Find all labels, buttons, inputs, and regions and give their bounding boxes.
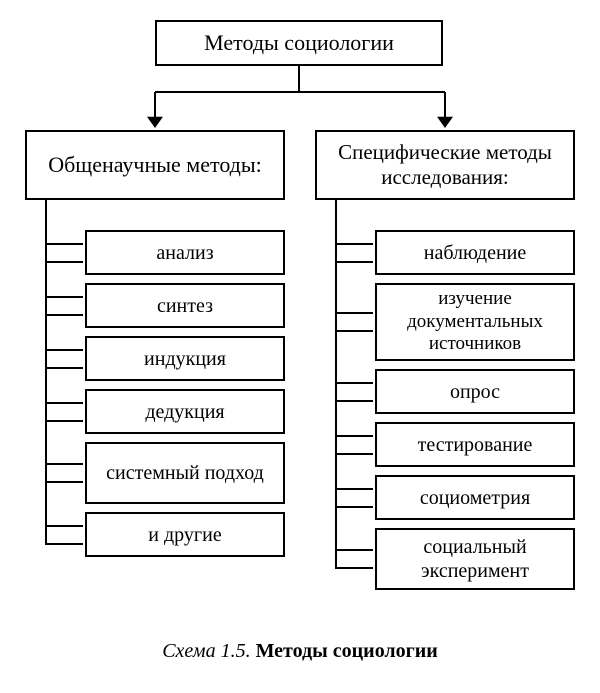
list-stub (45, 296, 83, 316)
branch-header-label: Специфические методы исследования: (325, 140, 565, 190)
list-stub (335, 312, 373, 332)
list-stub (335, 549, 373, 569)
list-item-label: индукция (144, 347, 226, 371)
list-item: наблюдение (375, 230, 575, 275)
list-item: изучение документальных источников (375, 283, 575, 361)
list-stub (45, 402, 83, 422)
list-item-label: дедукция (145, 400, 224, 424)
list-item: системный подход (85, 442, 285, 504)
list-item-label: наблюдение (424, 241, 527, 265)
list-item-label: тестирование (418, 433, 533, 457)
list-item-label: и другие (148, 523, 221, 547)
list-item: синтез (85, 283, 285, 328)
caption: Схема 1.5. Методы социологии (0, 640, 600, 663)
list-item-label: изучение документальных источников (385, 288, 565, 356)
branch-spine (335, 200, 337, 569)
list-item: и другие (85, 512, 285, 557)
list-item-label: социальный эксперимент (385, 535, 565, 583)
list-stub (45, 349, 83, 369)
list-stub (335, 435, 373, 455)
branch-spine (45, 200, 47, 545)
list-stub (45, 463, 83, 483)
list-item: социальный эксперимент (375, 528, 575, 590)
list-stub (45, 243, 83, 263)
list-item-label: социометрия (420, 486, 530, 510)
list-item-label: системный подход (106, 461, 264, 485)
list-item: индукция (85, 336, 285, 381)
list-stub (335, 243, 373, 263)
list-item: опрос (375, 369, 575, 414)
list-item-label: синтез (157, 294, 213, 318)
branch-header: Специфические методы исследования: (315, 130, 575, 200)
list-stub (335, 488, 373, 508)
list-stub (45, 525, 83, 545)
list-item: социометрия (375, 475, 575, 520)
list-item-label: опрос (450, 380, 500, 404)
list-item: дедукция (85, 389, 285, 434)
caption-prefix: Схема 1.5. (162, 640, 255, 662)
list-stub (335, 382, 373, 402)
branch-header: Общенаучные методы: (25, 130, 285, 200)
list-item-label: анализ (156, 241, 213, 265)
caption-title: Методы социологии (256, 640, 438, 662)
root-label: Методы социологии (204, 30, 394, 56)
branch-header-label: Общенаучные методы: (48, 152, 262, 178)
list-item: тестирование (375, 422, 575, 467)
root-box: Методы социологии (155, 20, 443, 66)
list-item: анализ (85, 230, 285, 275)
